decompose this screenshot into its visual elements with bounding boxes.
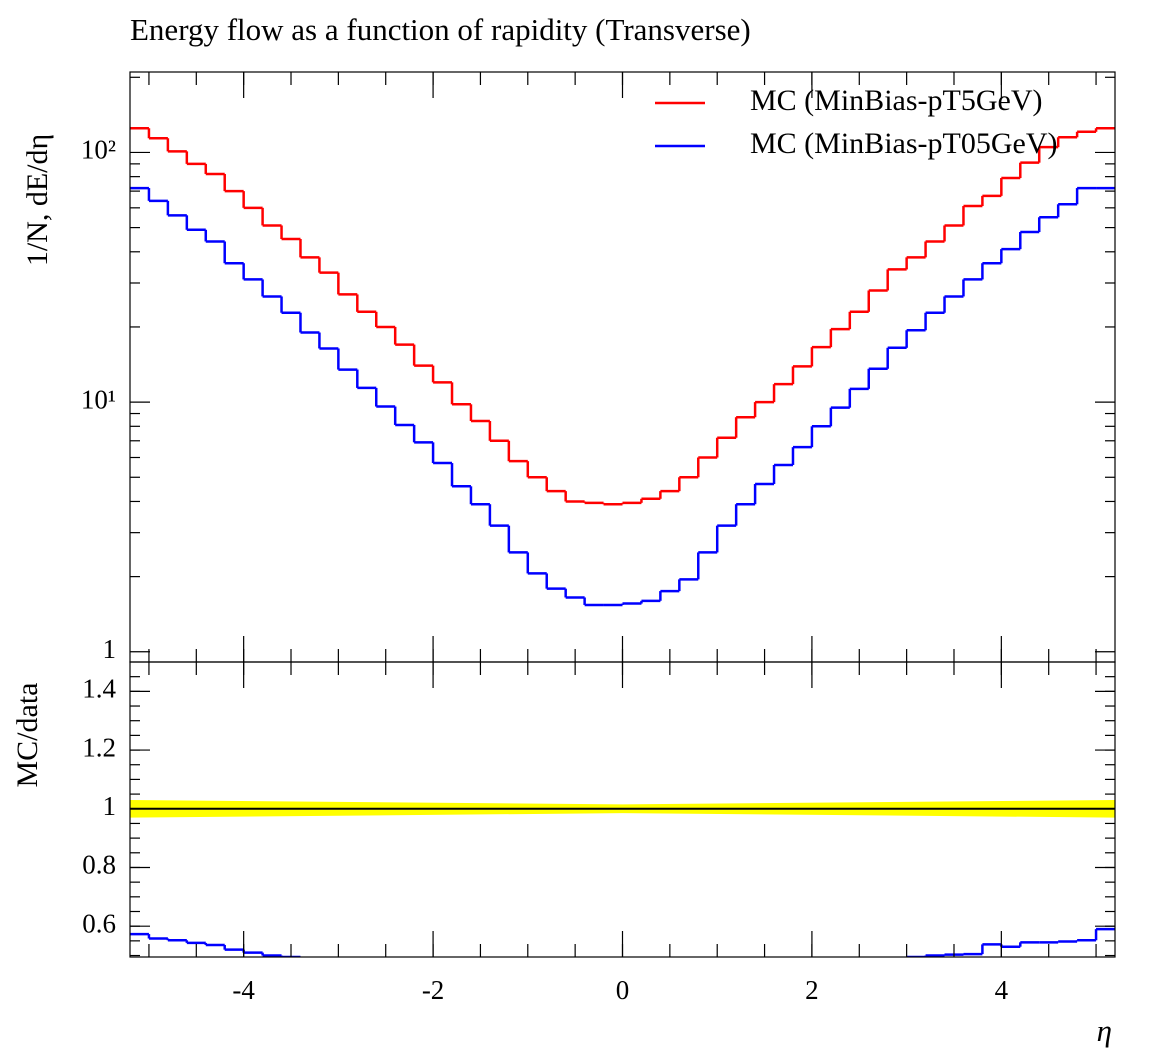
chart-title: Energy flow as a function of rapidity (T…	[130, 12, 751, 47]
y-axis-label: 1/N, dE/dη	[21, 134, 54, 266]
y-tick-label: 0.6	[82, 908, 116, 938]
x-tick-label: 2	[805, 975, 819, 1005]
legend-label: MC (MinBias-pT5GeV)	[750, 84, 1042, 117]
plot-frame	[129, 71, 1116, 663]
x-axis-label: η	[1097, 1013, 1112, 1048]
y-tick-label: 10²	[81, 135, 116, 165]
legend-label: MC (MinBias-pT05GeV)	[750, 127, 1057, 160]
plot-area	[130, 799, 1115, 957]
y-tick-label: 0.8	[82, 850, 116, 880]
y-axis-label: MC/data	[11, 683, 44, 788]
y-tick-label: 1.2	[82, 732, 116, 762]
x-tick-label: 4	[995, 975, 1009, 1005]
x-tick-label: -2	[422, 975, 445, 1005]
x-tick-label: -4	[232, 975, 255, 1005]
y-tick-label: 1.4	[82, 674, 116, 704]
x-tick-label: 0	[616, 975, 630, 1005]
y-tick-label: 1	[103, 791, 117, 821]
y-tick-label: 1	[103, 634, 117, 664]
y-tick-label: 10¹	[81, 384, 116, 414]
plot-area	[130, 127, 1115, 607]
